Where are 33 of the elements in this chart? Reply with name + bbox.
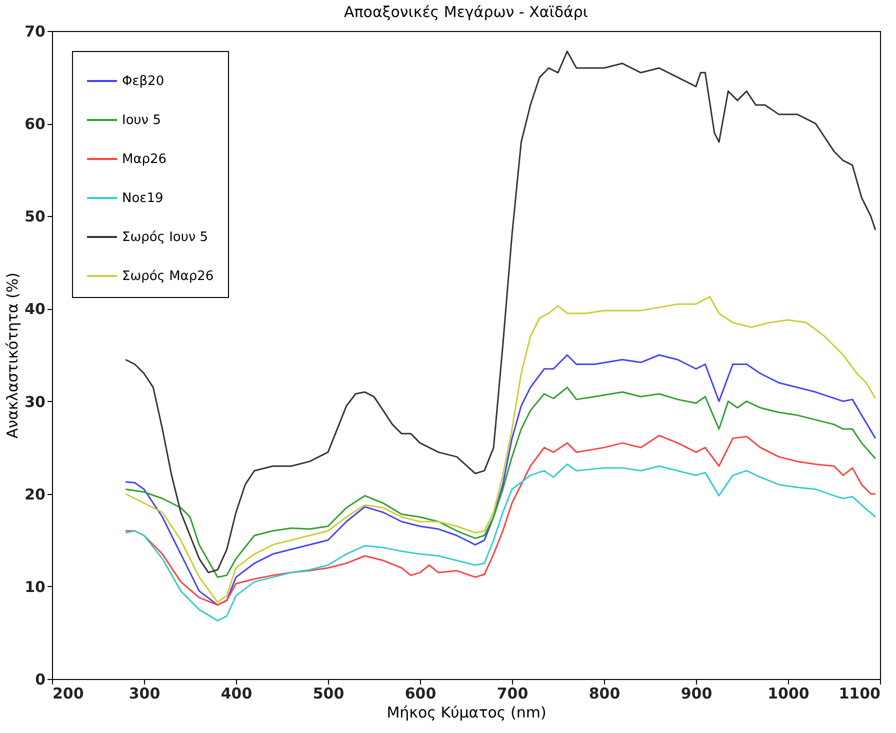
y-tick-label: 0	[35, 670, 46, 688]
line-series	[124, 386, 876, 578]
legend-label: Μαρ26	[122, 152, 167, 167]
y-tick-label: 20	[24, 485, 46, 504]
line-series	[124, 354, 876, 606]
line-series	[124, 434, 876, 606]
y-tick-label: 10	[24, 578, 46, 596]
y-tick-label: 30	[24, 392, 46, 411]
legend-label: Νοε19	[122, 191, 164, 206]
x-tick-label: 1100	[838, 684, 880, 702]
x-tick-label: 300	[128, 684, 160, 702]
y-tick-label: 60	[24, 115, 46, 134]
chart-title: Αποαξονικές Μεγάρων - Χαϊδάρι	[344, 3, 588, 21]
line-series	[124, 296, 876, 603]
y-axis-title: Ανακλαστικότητα (%)	[4, 272, 22, 438]
x-tick-label: 700	[496, 684, 528, 702]
x-tick-label: 1000	[768, 684, 810, 702]
x-tick-label: 600	[404, 684, 436, 702]
y-tick-label: 40	[24, 300, 46, 318]
legend-label: Ιουν 5	[122, 113, 161, 128]
line-series	[124, 50, 876, 574]
x-tick-label: 500	[312, 684, 344, 702]
line-series	[124, 463, 876, 622]
legend-label: Φεβ20	[122, 74, 164, 89]
y-tick-label: 50	[24, 208, 46, 226]
y-tick-label: 70	[24, 22, 46, 40]
legend-label: Σωρός Μαρ26	[122, 269, 214, 284]
x-tick-label: 400	[220, 684, 252, 702]
x-tick-label: 200	[52, 684, 84, 702]
x-tick-label: 900	[680, 684, 712, 702]
x-axis-title: Μήκος Κύματος (nm)	[386, 704, 546, 722]
x-tick-label: 800	[588, 684, 620, 702]
legend-label: Σωρός Ιουν 5	[122, 230, 208, 245]
